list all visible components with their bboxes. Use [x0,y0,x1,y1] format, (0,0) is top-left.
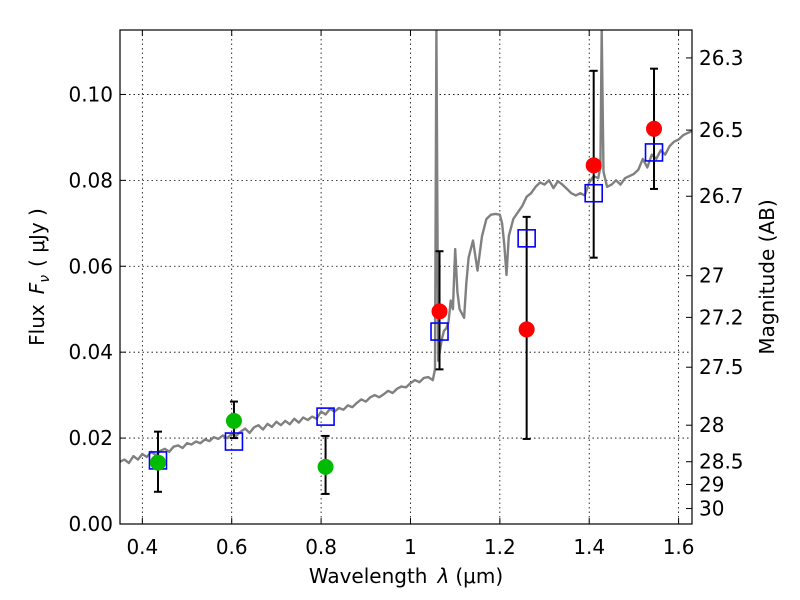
data-markers [148,120,664,475]
x-axis-symbol: λ [437,564,450,588]
x-tick-label: 1.6 [663,535,695,559]
flux-point [317,458,334,475]
right-tick-label: 26.5 [699,118,744,142]
x-tick-label: 0.4 [126,535,158,559]
x-axis-label-text: Wavelength [309,564,428,588]
flux-point [149,454,166,471]
model-photometry-square [316,407,335,426]
model-photometry-square [517,229,536,248]
x-axis-unit: (μm) [455,564,503,588]
x-tick-label: 1.4 [573,535,605,559]
flux-point [646,120,663,137]
x-tick-label: 0.8 [305,535,337,559]
model-photometry-square [224,432,244,451]
right-tick-label: 29 [699,472,724,496]
flux-point [585,157,602,174]
y-tick-label: 0.04 [68,340,113,364]
y-axis-symbol: F [25,282,49,294]
right-tick-label: 30 [699,497,724,521]
axis-ticks: 0.4 0.6 0.8 1 1.2 1.4 1.6 0.00 0.02 0.04 0.06 0.08 0… [68,30,744,559]
right-tick-label: 26.7 [699,184,744,208]
flux-point [225,412,242,429]
y-tick-label: 0.06 [68,254,113,278]
y-tick-label: 0.08 [68,168,113,192]
y-axis-label-text: Flux [25,304,49,346]
flux-point [431,303,448,320]
flux-point [518,321,535,338]
x-tick-label: 0.6 [216,535,248,559]
x-tick-label: 1 [404,535,417,559]
right-tick-label: 27 [699,264,724,288]
x-axis-title: Wavelength λ (μm) [309,564,503,588]
right-tick-label: 27.5 [699,355,744,379]
y-axis-subscript: ν [37,275,53,283]
right-axis-title: Magnitude (AB) [755,199,779,354]
model-photometry-square [584,183,603,203]
plot-frame [119,29,693,525]
y-tick-label: 0.00 [68,512,113,536]
y-axis-title: Flux Fν ( μJy ) [25,208,53,346]
y-tick-label: 0.10 [68,82,113,106]
model-photometry-square [430,322,449,341]
right-tick-label: 27.2 [699,305,744,329]
right-tick-label: 28.5 [699,450,744,474]
y-tick-label: 0.02 [68,426,113,450]
right-tick-label: 26.3 [699,46,744,70]
model-photometry-square [644,143,664,162]
y-axis-unit: ( μJy ) [25,208,49,267]
right-tick-label: 28 [699,413,724,437]
x-tick-label: 1.2 [484,535,516,559]
